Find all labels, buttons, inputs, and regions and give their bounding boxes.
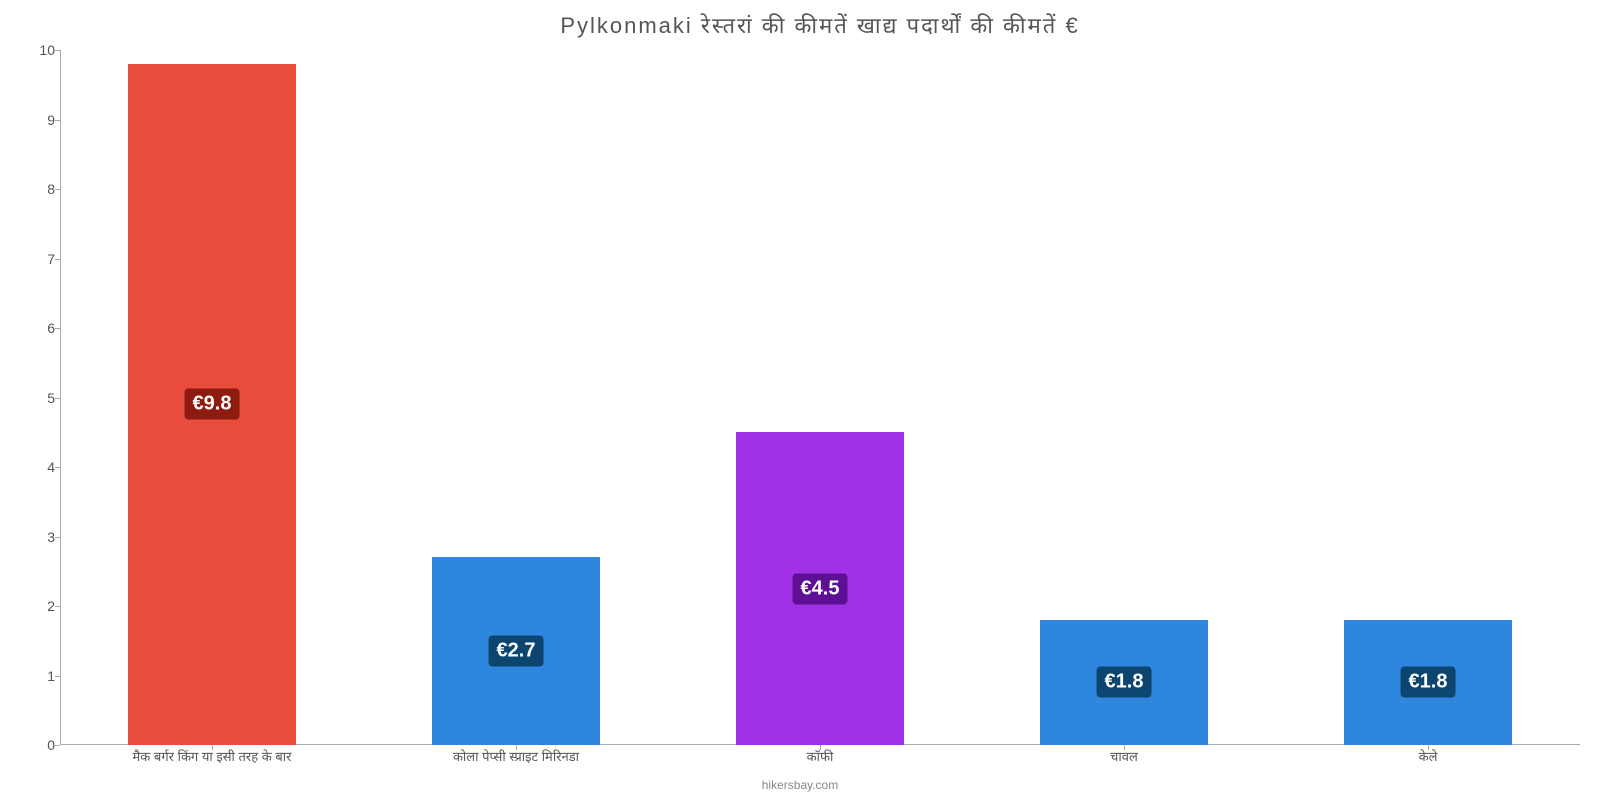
- y-tick-label: 0: [47, 737, 55, 753]
- y-tick-label: 4: [47, 459, 55, 475]
- watermark: hikersbay.com: [762, 778, 838, 792]
- y-tick-label: 9: [47, 112, 55, 128]
- y-tick-mark: [55, 537, 60, 538]
- y-tick-label: 10: [39, 42, 55, 58]
- plot-area: 012345678910 मैक बर्गर किंग या इसी तरह क…: [60, 50, 1580, 745]
- bar-chart: Pylkonmaki रेस्तरां की कीमतें खाद्य पदार…: [40, 10, 1580, 780]
- y-axis-line: [60, 50, 61, 745]
- y-tick-label: 1: [47, 668, 55, 684]
- x-tick-mark: [212, 745, 213, 750]
- x-tick-mark: [1124, 745, 1125, 750]
- value-label: €1.8: [1401, 667, 1456, 698]
- y-tick-mark: [55, 328, 60, 329]
- chart-title: Pylkonmaki रेस्तरां की कीमतें खाद्य पदार…: [40, 10, 1580, 40]
- value-label: €2.7: [489, 636, 544, 667]
- y-tick-mark: [55, 745, 60, 746]
- y-tick-label: 6: [47, 320, 55, 336]
- y-tick-mark: [55, 676, 60, 677]
- value-label: €1.8: [1097, 667, 1152, 698]
- y-tick-label: 2: [47, 598, 55, 614]
- y-tick-mark: [55, 398, 60, 399]
- value-label: €9.8: [185, 389, 240, 420]
- y-tick-label: 3: [47, 529, 55, 545]
- x-tick-mark: [516, 745, 517, 750]
- y-tick-mark: [55, 189, 60, 190]
- y-tick-label: 8: [47, 181, 55, 197]
- x-tick-mark: [820, 745, 821, 750]
- y-tick-mark: [55, 467, 60, 468]
- y-tick-mark: [55, 606, 60, 607]
- value-label: €4.5: [793, 573, 848, 604]
- y-tick-label: 7: [47, 251, 55, 267]
- y-tick-mark: [55, 259, 60, 260]
- x-labels: मैक बर्गर किंग या इसी तरह के बारकोला पेप…: [60, 747, 1580, 767]
- y-tick-label: 5: [47, 390, 55, 406]
- x-tick-mark: [1428, 745, 1429, 750]
- y-tick-mark: [55, 50, 60, 51]
- y-tick-mark: [55, 120, 60, 121]
